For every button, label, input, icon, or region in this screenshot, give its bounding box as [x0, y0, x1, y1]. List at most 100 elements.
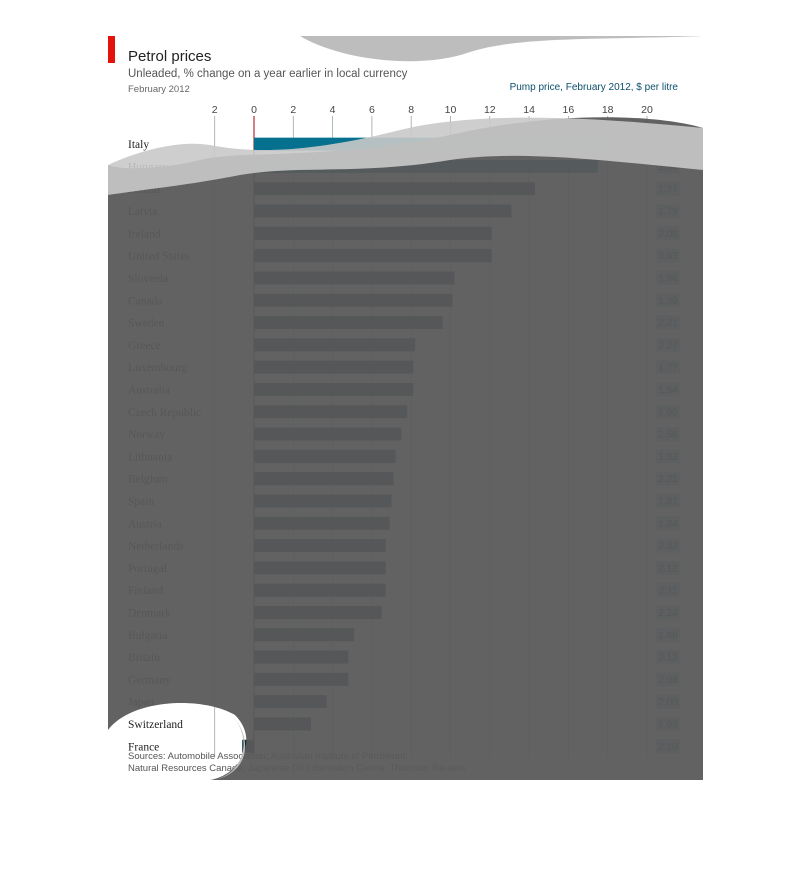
category-label: Luxembourg — [128, 362, 187, 374]
category-label: Japan — [128, 697, 154, 709]
bar — [254, 561, 386, 575]
source-line-2: Natural Resources Canada; Japanese Oil I… — [128, 763, 466, 774]
category-label: Latvia — [128, 206, 157, 218]
category-label: Slovenia — [128, 273, 168, 285]
category-label: Lithuania — [128, 451, 172, 463]
category-label: Belgium — [128, 474, 168, 486]
bar — [254, 583, 386, 597]
pump-price-label: 2.04 — [658, 675, 678, 686]
x-tick-label: 6 — [369, 104, 375, 116]
bar — [254, 650, 349, 664]
bar — [254, 226, 492, 240]
x-tick-label: 20 — [641, 104, 653, 116]
category-label: Netherlands — [128, 541, 184, 553]
bar — [254, 672, 349, 686]
pump-price-label: 1.93 — [658, 719, 678, 730]
x-tick-label: 4 — [330, 104, 336, 116]
pump-price-label: 2.58 — [658, 430, 678, 441]
category-label: Czech Republic — [128, 407, 201, 419]
pump-price-label: 2.24 — [658, 608, 678, 619]
x-tick-label: 10 — [445, 104, 457, 116]
bar — [254, 316, 443, 330]
bar — [254, 605, 382, 619]
bar — [254, 204, 512, 218]
category-label: Poland — [128, 184, 160, 196]
pump-price-label: 2.32 — [658, 541, 678, 552]
source-line-1: Sources: Automobile Association; Austral… — [128, 751, 408, 762]
pump-price-label: 1.84 — [658, 519, 678, 530]
bar — [254, 427, 402, 441]
bar-chart: 2 0 2 4 6 8 10 12 14 16 18 20 ItalyHungaryPolandLat… — [128, 104, 680, 758]
pump-price-label: 1.90 — [658, 407, 678, 418]
pump-price-label: 1.94 — [658, 162, 678, 173]
chart-card: Petrol prices Unleaded, % change on a ye… — [108, 36, 703, 780]
pump-prices: 2.30 1.94 1.77 1.79 2.08 0.93 1.86 1.39 2.21 2.27… — [656, 140, 680, 754]
bar — [254, 382, 414, 396]
bar — [254, 293, 453, 307]
x-tick-label: 16 — [563, 104, 575, 116]
pump-price-label: 2.30 — [658, 140, 678, 151]
bar — [254, 717, 311, 731]
category-label: Ireland — [128, 228, 161, 240]
category-label: Germany — [128, 674, 171, 686]
bar — [254, 449, 396, 463]
category-label: Britain — [128, 652, 160, 664]
pump-price-label: 1.77 — [658, 184, 678, 195]
bar — [254, 695, 327, 709]
category-label: Spain — [128, 496, 154, 508]
x-tick-label: 12 — [484, 104, 496, 116]
bar — [254, 338, 416, 352]
pump-price-label: 1.39 — [658, 296, 678, 307]
pump-price-label: 1.81 — [658, 496, 678, 507]
bar — [254, 539, 386, 553]
bar — [254, 271, 455, 285]
pump-price-label: 2.08 — [658, 229, 678, 240]
pump-price-label: 0.93 — [658, 251, 678, 262]
x-tick-label: 18 — [602, 104, 614, 116]
category-label: Canada — [128, 295, 162, 307]
source-note: Sources: Automobile Association; Austral… — [128, 751, 465, 775]
pump-price-label: 1.82 — [658, 452, 678, 463]
category-label: Australia — [128, 384, 170, 396]
category-label: Norway — [128, 429, 165, 441]
x-tick-label: 0 — [251, 104, 257, 116]
pump-price-label: 2.21 — [658, 474, 678, 485]
bar — [254, 405, 408, 419]
category-label: Italy — [128, 139, 149, 151]
x-tick-label: 8 — [408, 104, 414, 116]
x-tick-labels: 2 0 2 4 6 8 10 12 14 16 18 20 — [212, 104, 653, 116]
pump-price-label: 1.79 — [658, 207, 678, 218]
category-labels: Italy Hungary Poland Latvia Ireland United St… — [128, 139, 201, 753]
category-label: Denmark — [128, 607, 171, 619]
pump-price-label: 2.10 — [658, 742, 678, 753]
pump-price-label: 2.12 — [658, 653, 678, 664]
bar — [254, 159, 598, 173]
bar — [254, 628, 355, 642]
bar — [254, 516, 390, 530]
bar — [254, 472, 394, 486]
category-label: United States — [128, 251, 190, 263]
x-tick-label: 14 — [523, 104, 535, 116]
category-label: Switzerland — [128, 719, 183, 731]
bar — [254, 137, 616, 151]
pump-price-label: 1.86 — [658, 273, 678, 284]
pump-price-label: 2.27 — [658, 340, 678, 351]
pump-price-label: 2.11 — [659, 586, 678, 597]
category-label: Bulgaria — [128, 630, 168, 642]
bars — [242, 137, 616, 753]
category-label: Austria — [128, 518, 162, 530]
category-label: Sweden — [128, 318, 165, 330]
pump-price-label: 2.00 — [658, 697, 678, 708]
pump-price-label: 2.21 — [658, 318, 678, 329]
bar — [254, 182, 535, 196]
pump-price-label: 1.68 — [658, 630, 678, 641]
pump-price-label: 1.77 — [658, 363, 678, 374]
x-tick-label: 2 — [290, 104, 296, 116]
bar — [254, 494, 392, 508]
pump-price-label: 1.54 — [658, 385, 678, 396]
x-tick-label: 2 — [212, 104, 218, 116]
category-label: Portugal — [128, 563, 167, 575]
category-label: Greece — [128, 340, 161, 352]
bar — [254, 249, 492, 263]
category-label: Hungary — [128, 161, 168, 173]
